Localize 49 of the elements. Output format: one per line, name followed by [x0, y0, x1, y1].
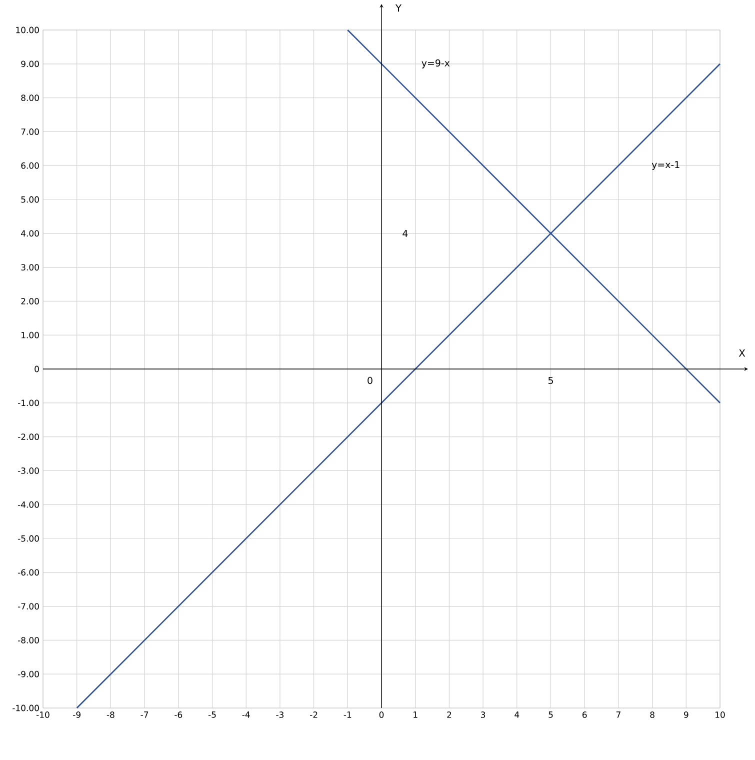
x-tick-label: 4: [514, 712, 520, 718]
y-tick-label: -5.00: [18, 535, 39, 542]
y-tick-label: 10.00: [16, 26, 39, 34]
x-tick-label: 2: [447, 712, 452, 718]
x-tick-label: -10: [36, 712, 50, 718]
y-axis-title: Y: [395, 4, 402, 12]
x-tick-label: -6: [174, 712, 182, 718]
y-tick-label: -3.00: [18, 468, 39, 474]
y-tick-label: -6.00: [18, 569, 39, 576]
y-tick-label: -2.00: [18, 434, 39, 440]
y-tick-label: 9.00: [21, 60, 39, 68]
x-tick-label: 5: [548, 712, 553, 718]
y-tick-label: -7.00: [18, 603, 39, 610]
y-tick-label: -8.00: [18, 637, 39, 644]
x-tick-label: -3: [276, 712, 284, 718]
y-tick-label: -4.00: [18, 501, 39, 508]
x-tick-label: -4: [242, 712, 250, 718]
y-tick-label: -9.00: [18, 670, 39, 678]
annotation: 0: [368, 376, 372, 384]
y-tick-label: 0: [34, 366, 39, 372]
x-tick-label: -1: [344, 712, 352, 718]
x-tick-label: 0: [379, 712, 384, 718]
y-tick-label: 7.00: [21, 128, 39, 135]
x-tick-label: -2: [310, 712, 318, 718]
y-tick-label: 3.00: [21, 264, 39, 270]
annotation: 5: [548, 377, 553, 384]
x-tick-label: 8: [650, 712, 654, 718]
y-tick-label: 8.00: [21, 94, 39, 101]
y-tick-label: 1.00: [22, 332, 39, 338]
annotation: y=9-x: [422, 59, 450, 68]
x-tick-label: -8: [106, 712, 114, 718]
x-tick-label: -7: [140, 712, 148, 718]
y-tick-label: 4.00: [21, 230, 39, 237]
y-tick-label: 6.00: [21, 162, 39, 169]
x-tick-label: 10: [716, 712, 725, 718]
annotation: y=x-1: [652, 161, 680, 170]
y-tick-label: 5.00: [21, 196, 39, 203]
x-tick-label: 9: [684, 712, 688, 718]
annotation: 4: [402, 230, 408, 237]
y-tick-label: 2.00: [21, 298, 39, 304]
y-tick-label: -10.00: [12, 704, 39, 712]
x-tick-label: 7: [616, 712, 620, 718]
x-axis-title: X: [738, 349, 746, 357]
x-tick-label: -5: [208, 712, 216, 718]
x-tick-label: 1: [414, 712, 418, 718]
x-tick-label: -9: [73, 712, 80, 718]
x-tick-label: 3: [481, 712, 486, 718]
x-tick-label: 6: [582, 712, 587, 718]
y-tick-label: -1.00: [18, 400, 39, 406]
